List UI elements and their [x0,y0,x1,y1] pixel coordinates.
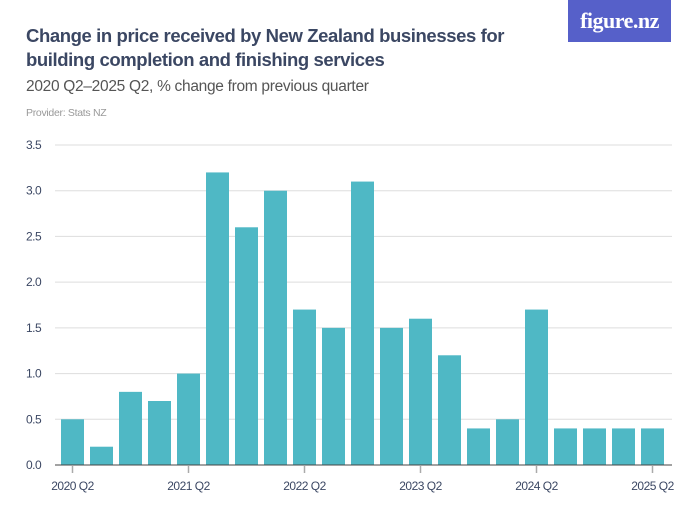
figure-nz-logo[interactable]: figure.nz [568,0,671,42]
bar-2022-q4 [351,181,374,466]
x-tick-label: 2025 Q2 [631,479,674,493]
bar-2025-q1 [612,428,635,465]
bar-2023-q1 [380,327,403,465]
y-tick-label: 1.0 [26,367,42,381]
bar-2025-q2 [641,428,664,465]
bar-2021-q2 [177,373,200,465]
y-tick-label: 2.0 [26,275,42,289]
bar-2024-q4 [583,428,606,465]
bar-2022-q3 [322,327,345,465]
bar-2020-q4 [119,391,142,465]
y-tick-label: 2.5 [26,229,42,243]
bar-2024-q1 [496,419,519,465]
bar-2023-q3 [438,355,461,465]
bar-2021-q3 [206,172,229,465]
x-tick-label: 2023 Q2 [399,479,442,493]
x-tick-label: 2022 Q2 [283,479,326,493]
y-tick-label: 1.5 [26,321,42,335]
bar-2023-q4 [467,428,490,465]
y-tick-label: 0.5 [26,412,42,426]
x-tick-label: 2020 Q2 [51,479,94,493]
chart-title: Change in price received by New Zealand … [26,25,505,70]
bar-2021-q4 [235,227,258,465]
x-tick-label: 2021 Q2 [167,479,210,493]
bar-2024-q3 [554,428,577,465]
y-tick-label: 0.0 [26,458,42,472]
y-tick-label: 3.5 [26,138,42,152]
provider-label: Provider: Stats NZ [26,107,107,119]
bar-2024-q2 [525,309,548,465]
chart-subtitle: 2020 Q2–2025 Q2, % change from previous … [26,78,369,95]
y-tick-label: 3.0 [26,184,42,198]
bar-2023-q2 [409,318,432,465]
bar-2020-q3 [90,446,113,465]
bar-2022-q2 [293,309,316,465]
x-tick-label: 2024 Q2 [515,479,558,493]
bar-2022-q1 [264,190,287,465]
bar-2020-q2 [61,419,84,465]
bar-2021-q1 [148,401,171,465]
